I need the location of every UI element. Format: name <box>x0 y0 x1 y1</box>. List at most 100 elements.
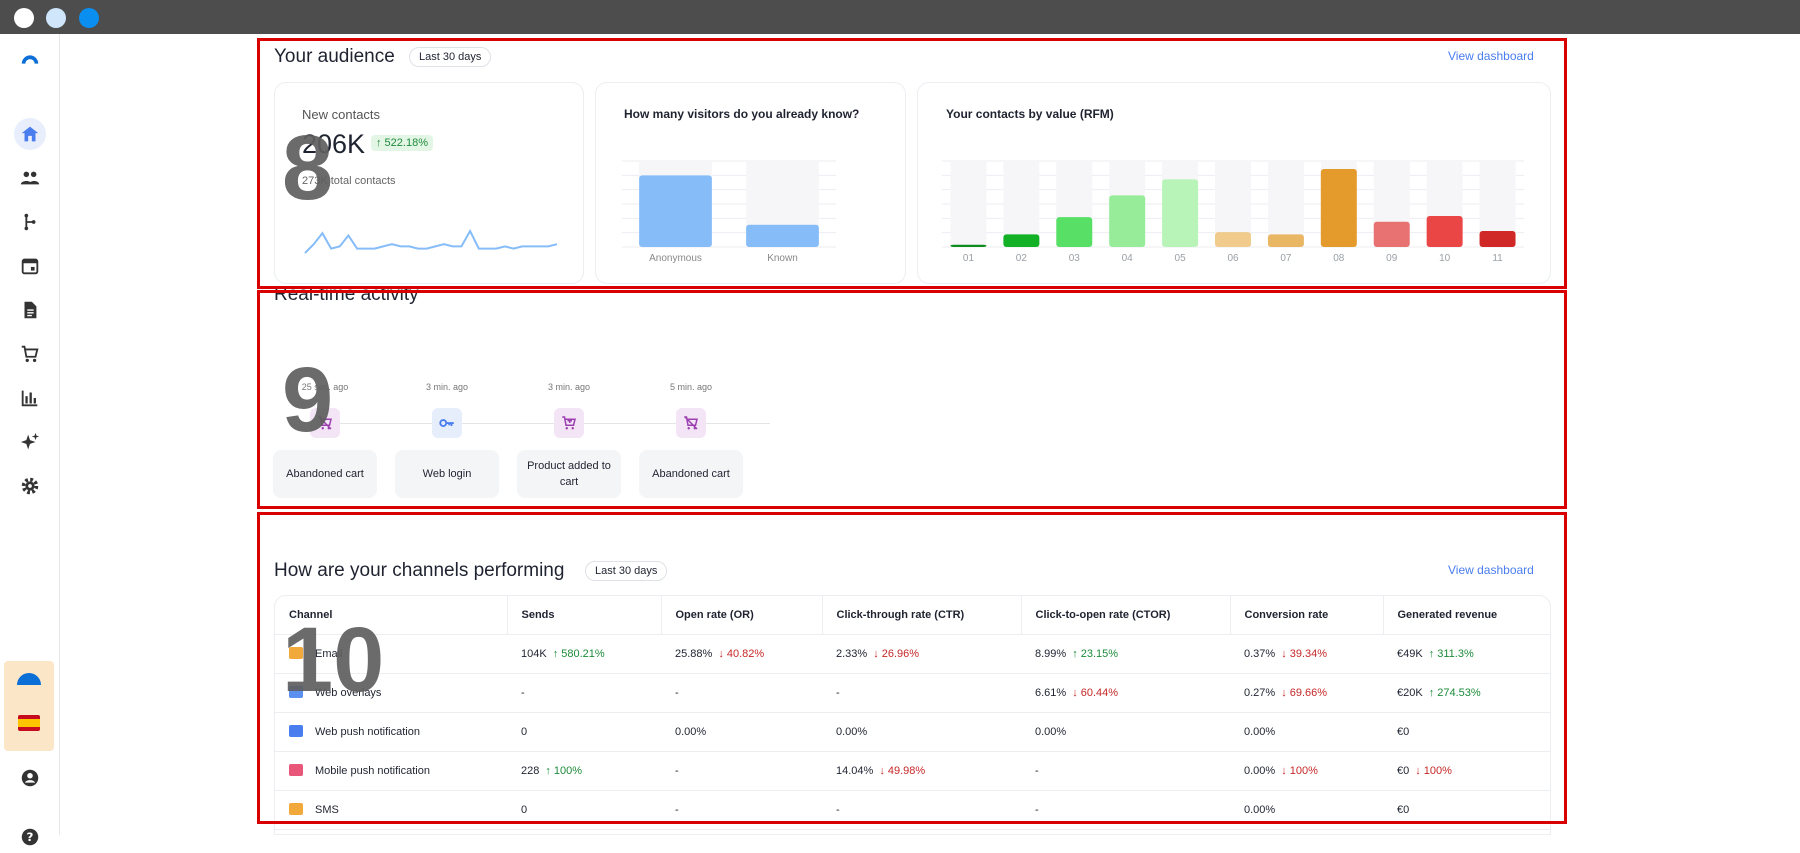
account-switcher[interactable] <box>4 661 54 751</box>
bar-09[interactable] <box>1373 221 1410 247</box>
channels-range-pill[interactable]: Last 30 days <box>585 561 668 581</box>
company-logo-icon <box>17 673 41 685</box>
automation-icon[interactable] <box>14 206 46 238</box>
tick-label-Known: Known <box>767 253 798 264</box>
window-maximize-button[interactable] <box>79 8 99 28</box>
cart-event-icon <box>676 408 706 438</box>
cell-value: - <box>675 803 679 816</box>
header-generated-revenue[interactable]: Generated revenue <box>1382 596 1550 635</box>
window-titlebar <box>0 0 1800 34</box>
window-close-button[interactable] <box>14 8 34 28</box>
cell-value: 0 <box>521 725 528 738</box>
cell-value: 0.00% <box>1244 803 1276 816</box>
table-row[interactable]: Web push notification 0 0.00% 0.00% 0.00% 0.0… <box>275 712 1550 752</box>
window-minimize-button[interactable] <box>46 8 66 28</box>
channel-icon <box>289 725 303 737</box>
header-ctr[interactable]: Click-through rate (CTR) <box>821 596 1021 635</box>
cell-sends: 0 <box>507 790 661 830</box>
activity-time-1: 3 min. ago <box>425 382 469 392</box>
cell-or: - <box>661 673 822 713</box>
bar-07[interactable] <box>1267 234 1304 247</box>
audience-view-dashboard-link[interactable]: View dashboard <box>1448 49 1534 63</box>
calendar-icon[interactable] <box>14 250 46 282</box>
total-contacts-text: 273K total contacts <box>302 175 396 187</box>
cell-value: €0 <box>1397 725 1410 738</box>
bar-04[interactable] <box>1109 195 1146 247</box>
activity-event-card-3[interactable]: Abandoned cart <box>639 450 743 498</box>
header-ctor[interactable]: Click-to-open rate (CTOR) <box>1020 596 1230 635</box>
bar-Known[interactable] <box>746 224 819 247</box>
cart-icon[interactable] <box>14 338 46 370</box>
bar-Anonymous[interactable] <box>639 175 712 247</box>
cell-value: 0.00% <box>675 725 707 738</box>
cell-ctr: - <box>822 790 1021 830</box>
settings-gear-icon[interactable] <box>14 470 46 502</box>
table-row[interactable]: SMS 0 - - - 0.00% €0 <box>275 790 1550 830</box>
new-contacts-sparkline <box>304 228 558 254</box>
contacts-icon[interactable] <box>14 162 46 194</box>
activity-event-card-0[interactable]: Abandoned cart <box>273 450 377 498</box>
bar-10[interactable] <box>1426 216 1463 247</box>
header-channel[interactable]: Channel <box>275 596 507 635</box>
sparkles-icon[interactable] <box>14 426 46 458</box>
cell-delta: ↑ 23.15% <box>1072 647 1119 660</box>
cell-rev: €49K ↑ 311.3% <box>1383 634 1550 674</box>
bar-06[interactable] <box>1215 232 1251 247</box>
cell-value: 25.88% <box>675 647 713 660</box>
table-row[interactable]: Email 104K ↑ 580.21% 25.88% ↓ 40.82% 2.33% ↓ 2… <box>275 634 1550 674</box>
channel-name: SMS <box>315 804 339 816</box>
user-profile-icon[interactable] <box>14 762 46 794</box>
cell-value: - <box>675 764 679 777</box>
tick-label-07: 07 <box>1280 253 1292 264</box>
bar-01[interactable] <box>950 244 987 247</box>
cell-value: 14.04% <box>836 764 874 777</box>
cell-sends: 0 <box>507 712 661 752</box>
cell-conv: 0.27% ↓ 69.66% <box>1230 673 1383 713</box>
cell-ctr: 2.33% ↓ 26.96% <box>822 634 1021 674</box>
cell-conv: 0.00% <box>1230 790 1383 830</box>
channels-view-dashboard-link[interactable]: View dashboard <box>1448 563 1534 577</box>
cell-delta: ↓ 49.98% <box>879 764 926 777</box>
activity-time-3: 5 min. ago <box>669 382 713 392</box>
bar-02[interactable] <box>1003 234 1040 247</box>
channel-name-cell: Mobile push notification <box>275 751 507 791</box>
svg-text:?: ? <box>27 830 34 844</box>
cell-ctor: 6.61% ↓ 60.44% <box>1021 673 1230 713</box>
header-conversion-rate[interactable]: Conversion rate <box>1229 596 1383 635</box>
cart-event-icon <box>554 408 584 438</box>
cell-sends: 104K ↑ 580.21% <box>507 634 661 674</box>
channel-name: Web push notification <box>315 726 420 738</box>
document-icon[interactable] <box>14 294 46 326</box>
cell-value: 8.99% <box>1035 647 1067 660</box>
tick-label-05: 05 <box>1175 253 1187 264</box>
bar-03[interactable] <box>1056 217 1093 247</box>
cell-rev: €0 <box>1383 712 1550 752</box>
cell-delta: ↓ 40.82% <box>718 647 765 660</box>
cell-delta: ↓ 26.96% <box>873 647 920 660</box>
channel-name-cell: Web overlays <box>275 673 507 713</box>
brand-logo-icon[interactable] <box>14 44 46 76</box>
key-icon <box>432 408 462 438</box>
header-open-rate[interactable]: Open rate (OR) <box>660 596 822 635</box>
table-row[interactable]: Mobile push notification 228 ↑ 100% - 14.04%… <box>275 751 1550 791</box>
activity-event-card-1[interactable]: Web login <box>395 450 499 498</box>
activity-event-card-2[interactable]: Product added to cart <box>517 450 621 498</box>
cell-delta: ↓ 39.34% <box>1281 647 1328 660</box>
cell-rev: €20K ↑ 274.53% <box>1383 673 1550 713</box>
bar-background <box>950 161 987 247</box>
table-row[interactable]: Web overlays - - - 6.61% ↓ 60.44% 0.27% ↓ 69.66… <box>275 673 1550 713</box>
channels-table: Channel Sends Open rate (OR) Click-throu… <box>275 596 1550 830</box>
annotation-number-9: 9 <box>282 349 334 451</box>
annotation-number-8: 8 <box>282 117 334 219</box>
bar-11[interactable] <box>1479 230 1516 247</box>
bar-05[interactable] <box>1162 179 1199 247</box>
cell-value: - <box>521 686 525 699</box>
cell-delta: ↑ 274.53% <box>1428 686 1481 699</box>
home-icon[interactable] <box>14 118 46 150</box>
cell-ctor: 8.99% ↑ 23.15% <box>1021 634 1230 674</box>
help-icon[interactable]: ? <box>14 821 46 853</box>
analytics-icon[interactable] <box>14 382 46 414</box>
audience-range-pill[interactable]: Last 30 days <box>409 47 492 67</box>
header-sends[interactable]: Sends <box>506 596 661 635</box>
bar-08[interactable] <box>1320 169 1357 247</box>
